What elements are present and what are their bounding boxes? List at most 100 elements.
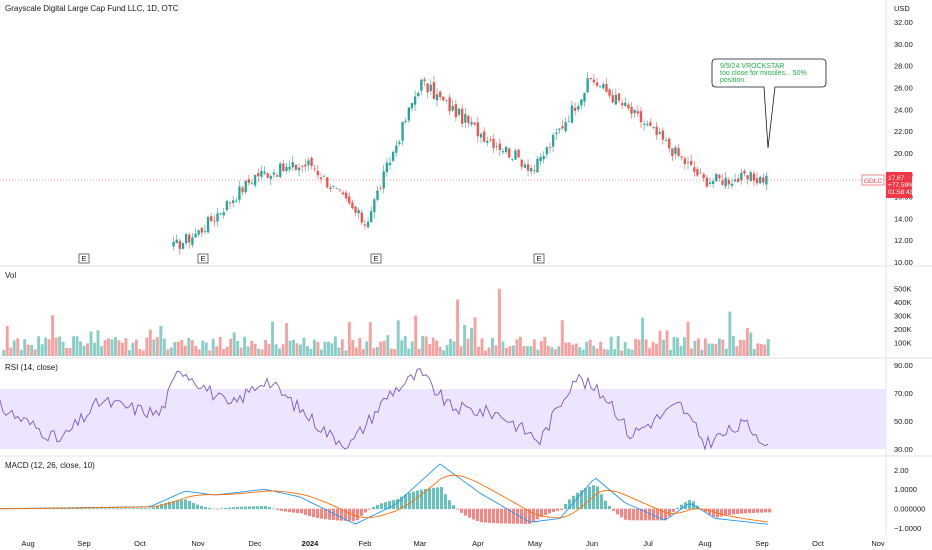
macd-histogram-bar bbox=[220, 508, 223, 510]
volume-bar bbox=[424, 336, 428, 356]
macd-histogram-bar bbox=[620, 508, 623, 518]
volume-bar bbox=[274, 344, 278, 356]
candle-body bbox=[586, 78, 589, 93]
volume-bar bbox=[285, 323, 288, 356]
macd-histogram-bar bbox=[304, 508, 307, 515]
price-tick-label: 32.00 bbox=[894, 18, 913, 27]
candle-body bbox=[573, 107, 577, 111]
candle-body bbox=[413, 96, 417, 105]
time-axis-label: Aug bbox=[698, 539, 711, 548]
time-axis[interactable]: Aug Sep Oct Nov Dec 2024 Feb Mar Apr May Jun Jul Aug… bbox=[21, 539, 885, 548]
idea-annotation[interactable]: 9/5/24 VROCKSTAR too close for missiles.… bbox=[711, 58, 827, 149]
macd-histogram-bar bbox=[52, 508, 55, 510]
candle-body bbox=[658, 132, 661, 134]
candle-body bbox=[269, 176, 272, 179]
volume-bar bbox=[204, 342, 208, 356]
candle-body bbox=[232, 200, 235, 204]
earnings-marker[interactable] bbox=[197, 253, 209, 264]
macd-histogram-bar bbox=[196, 504, 199, 510]
macd-histogram-bar bbox=[408, 492, 411, 510]
macd-histogram-bar bbox=[468, 508, 471, 518]
volume-bar bbox=[347, 321, 351, 356]
macd-histogram-bar bbox=[188, 500, 191, 510]
macd-histogram-bar bbox=[768, 508, 771, 513]
volume-bar bbox=[745, 327, 749, 356]
volume-bar bbox=[26, 344, 30, 356]
macd-histogram-bar bbox=[748, 508, 751, 514]
earnings-marker[interactable] bbox=[78, 253, 90, 264]
annotation-bubble bbox=[711, 58, 827, 149]
macd-histogram-bar bbox=[600, 494, 603, 510]
volume-bar bbox=[386, 335, 390, 356]
volume-bar bbox=[459, 346, 463, 356]
volume-bar bbox=[12, 340, 16, 356]
candle-body bbox=[203, 230, 207, 232]
volume-bar bbox=[239, 347, 243, 356]
candle-body bbox=[313, 168, 316, 170]
volume-bar bbox=[571, 344, 575, 356]
macd-histogram-bar bbox=[344, 508, 347, 521]
macd-histogram-bar bbox=[648, 508, 651, 521]
candle-body bbox=[310, 157, 313, 166]
candle-body bbox=[351, 202, 354, 209]
time-axis-label: Dec bbox=[248, 539, 262, 548]
volume-bar bbox=[267, 343, 271, 356]
volume-bar bbox=[637, 339, 641, 356]
candle-body bbox=[238, 186, 241, 200]
candle-body bbox=[724, 177, 727, 187]
macd-histogram-bar bbox=[68, 508, 71, 510]
volume-bar bbox=[253, 343, 257, 356]
macd-histogram-bar bbox=[588, 486, 591, 510]
volume-bar bbox=[518, 336, 522, 356]
candle-body bbox=[197, 230, 200, 235]
candle-body bbox=[664, 140, 668, 142]
macd-histogram-bar bbox=[744, 508, 747, 514]
volume-bar bbox=[560, 320, 564, 356]
volume-tick-label: 100K bbox=[894, 339, 912, 348]
macd-histogram-bar bbox=[516, 508, 519, 524]
volume-bar bbox=[295, 343, 299, 356]
volume-bar bbox=[504, 347, 508, 356]
volume-bar bbox=[414, 315, 418, 356]
macd-histogram-bar bbox=[316, 508, 319, 518]
price-tick-label: 20.00 bbox=[894, 149, 913, 158]
macd-histogram-bar bbox=[244, 506, 247, 510]
volume-bar bbox=[47, 339, 51, 356]
candle-body bbox=[423, 79, 426, 82]
macd-histogram-bar bbox=[288, 508, 291, 513]
macd-histogram-bar bbox=[72, 508, 75, 510]
macd-histogram-bar bbox=[496, 508, 499, 524]
macd-histogram-bar bbox=[708, 508, 711, 515]
earnings-marker-label: E bbox=[373, 254, 378, 263]
candle-body bbox=[530, 167, 533, 172]
volume-bar bbox=[365, 341, 369, 356]
macd-histogram-bar bbox=[84, 508, 87, 510]
macd-histogram-bar bbox=[480, 508, 483, 523]
volume-bar bbox=[155, 337, 159, 356]
macd-histogram-bar bbox=[752, 508, 755, 513]
macd-histogram-bar bbox=[56, 508, 59, 510]
volume-bar bbox=[763, 344, 767, 356]
candle-body bbox=[646, 123, 649, 125]
volume-bar bbox=[595, 348, 599, 356]
volume-bar bbox=[358, 337, 362, 356]
earnings-marker[interactable] bbox=[370, 253, 382, 264]
candle-body bbox=[492, 138, 495, 148]
candle-body bbox=[439, 91, 442, 98]
badge-countdown: 01:58:43 bbox=[888, 189, 914, 196]
price-tick-label: 14.00 bbox=[894, 214, 913, 223]
earnings-marker[interactable] bbox=[533, 253, 545, 264]
currency-label[interactable]: USD bbox=[894, 4, 910, 13]
volume-bar bbox=[588, 339, 592, 356]
volume-bar bbox=[33, 349, 37, 356]
candle-body bbox=[225, 201, 229, 211]
volume-bar bbox=[400, 340, 404, 356]
volume-bar bbox=[2, 350, 6, 356]
macd-tick-label: 1.0000 bbox=[894, 485, 917, 494]
candles bbox=[172, 72, 768, 255]
macd-histogram-bar bbox=[428, 488, 431, 510]
candle-body bbox=[655, 126, 658, 135]
signal-line bbox=[0, 474, 769, 523]
